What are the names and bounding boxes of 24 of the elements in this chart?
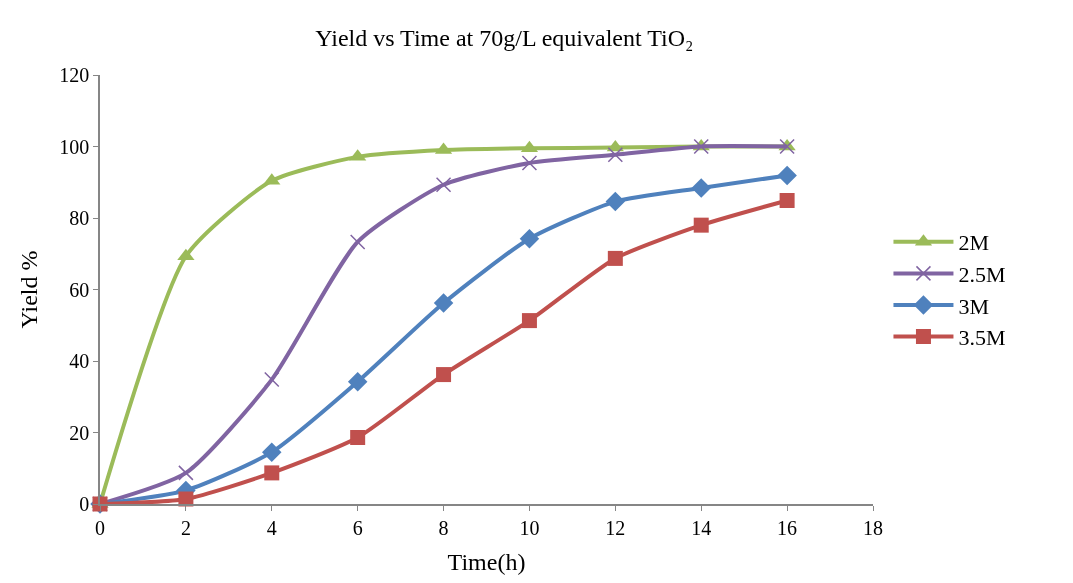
y-tick-label: 60 [69, 278, 90, 301]
legend-label: 2.5M [958, 261, 1006, 287]
x-tick-label: 18 [863, 516, 883, 539]
x-tick-label: 4 [266, 516, 277, 539]
legend-label: 3M [958, 293, 990, 319]
y-tick-label: 120 [59, 64, 90, 86]
x-tick-label: 8 [438, 516, 449, 539]
x-tick-label: 0 [95, 516, 105, 539]
y-tick-label: 0 [79, 493, 90, 515]
legend-label: 3.5M [958, 325, 1006, 351]
x-tick-label: 12 [605, 516, 626, 539]
y-axis-title: Yield % [15, 250, 42, 329]
y-tick-label: 100 [59, 135, 90, 158]
x-tick-label: 2 [180, 516, 191, 539]
y-tick-label: 80 [69, 207, 90, 229]
x-tick-label: 14 [691, 516, 712, 539]
legend-label: 2M [958, 230, 990, 256]
x-tick-label: 16 [777, 516, 798, 539]
x-axis-title: Time(h) [447, 548, 526, 575]
chart-title: Yield vs Time at 70g/L equivalent TiO₂ [315, 24, 694, 51]
x-tick-label: 10 [519, 516, 540, 539]
y-tick-label: 20 [69, 421, 90, 444]
y-tick-label: 40 [69, 350, 90, 372]
x-tick-label: 6 [352, 516, 363, 539]
